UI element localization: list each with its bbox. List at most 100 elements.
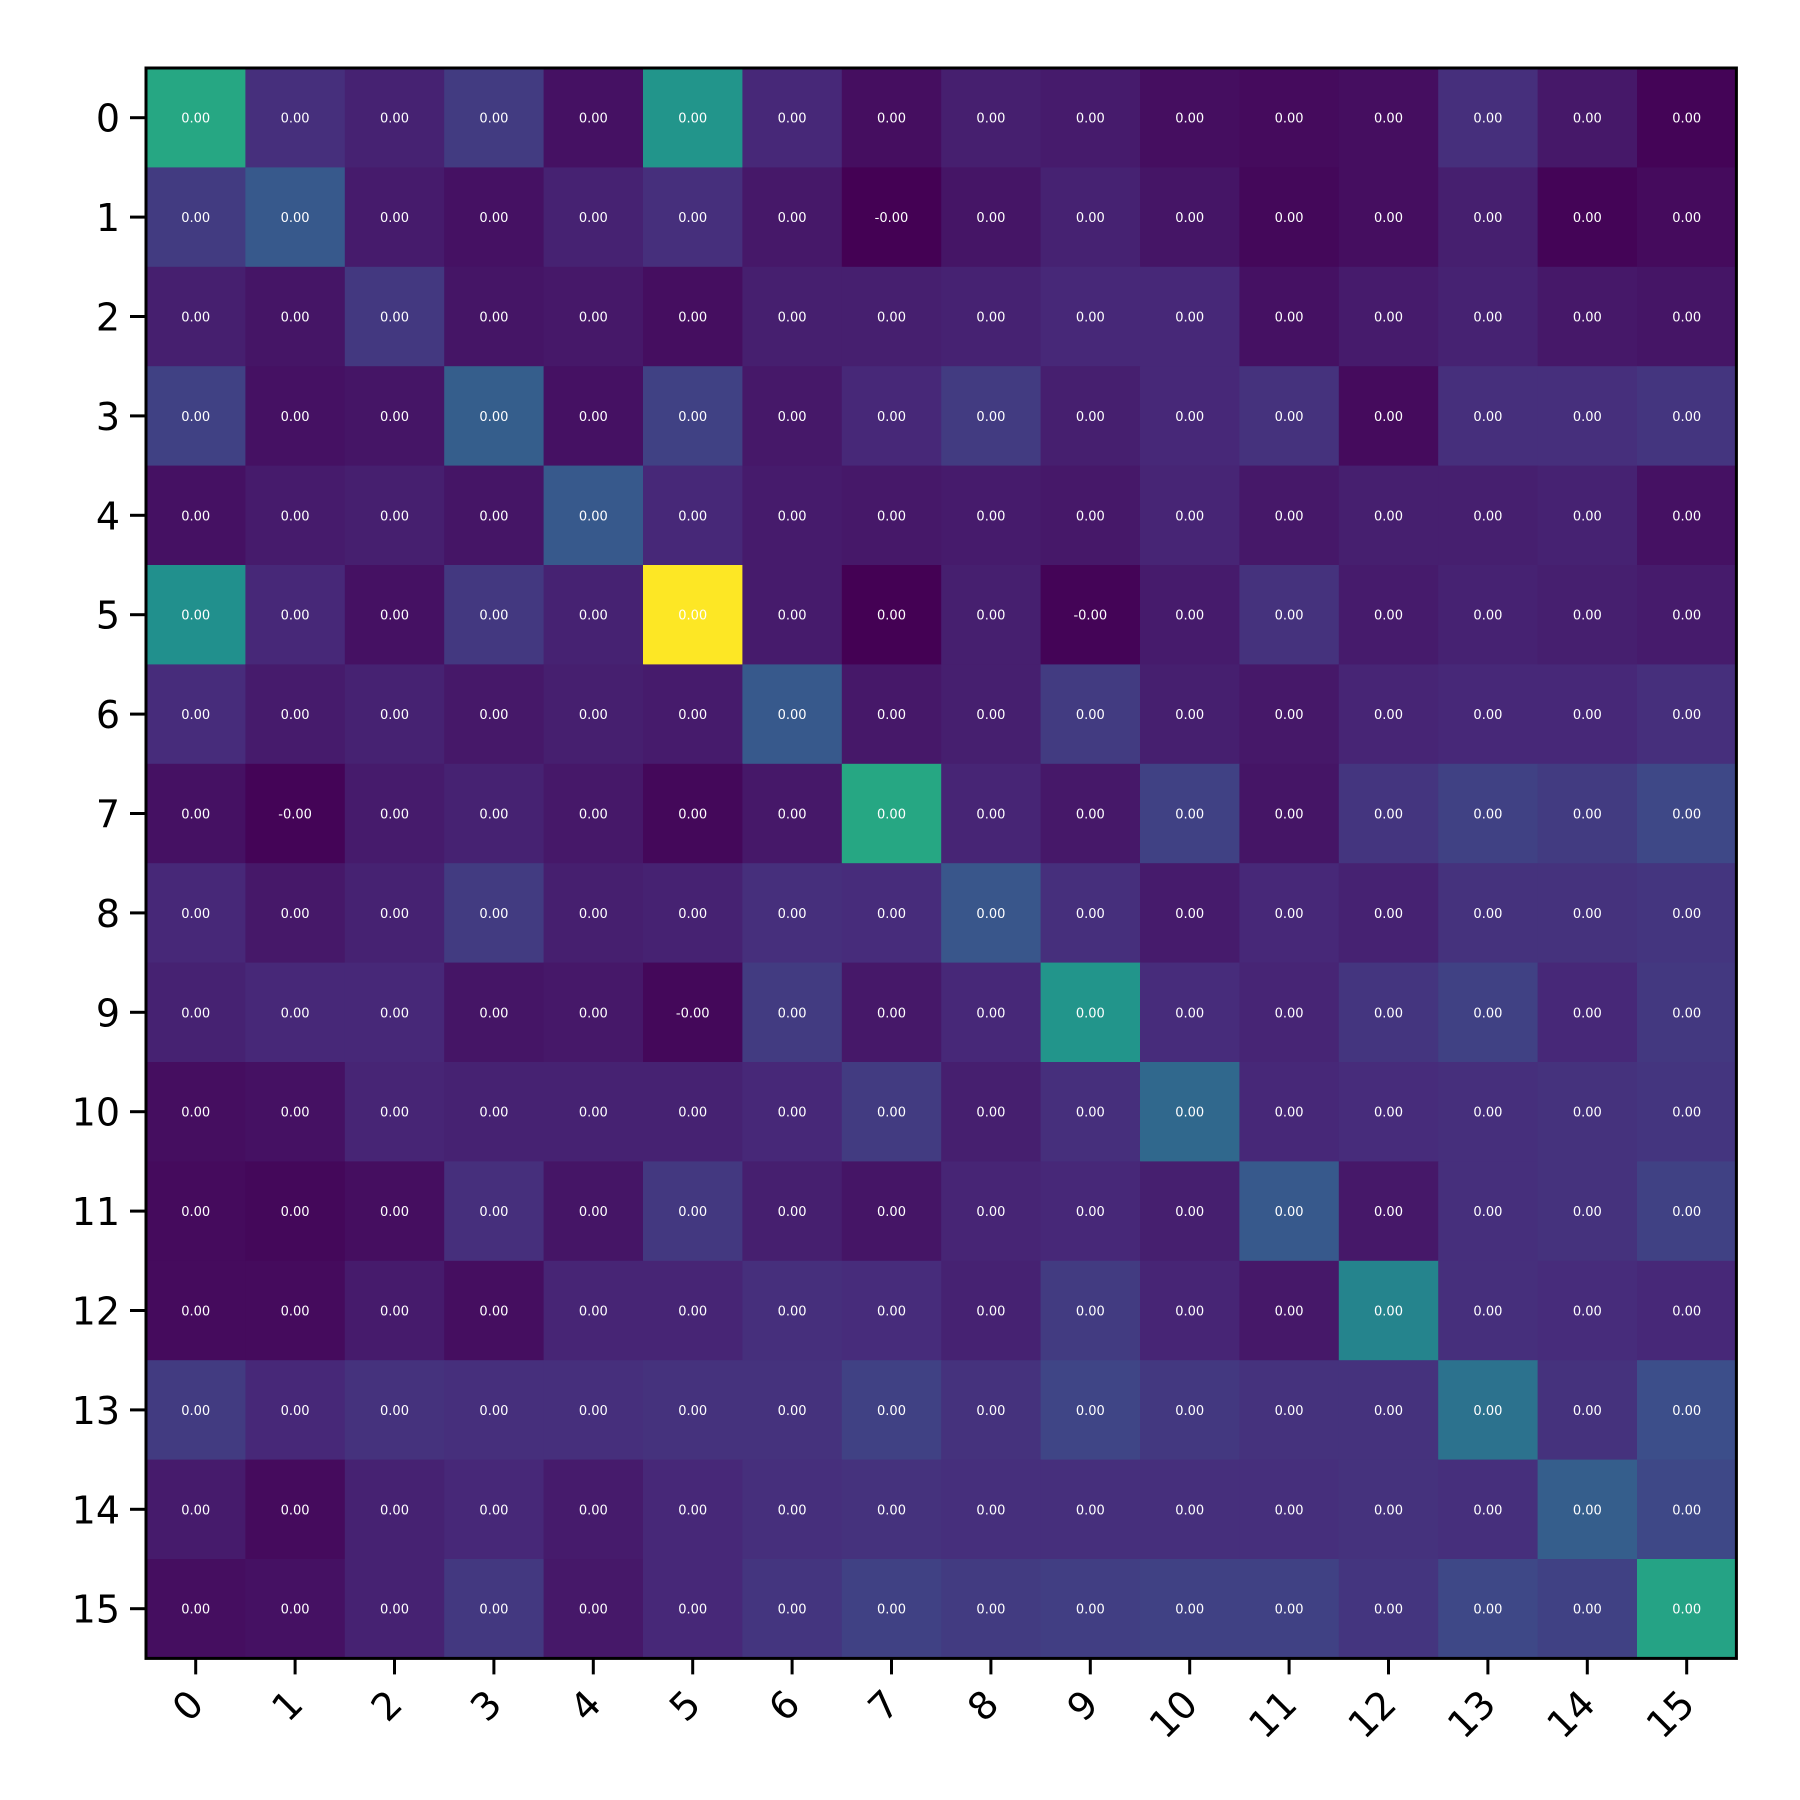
heatmap-cell-r7-c2 (344, 763, 445, 864)
heatmap-cell-r0-c7 (841, 68, 942, 168)
heatmap-cell-r12-c10 (1140, 1260, 1240, 1361)
heatmap-cell-r11-c15 (1637, 1161, 1737, 1262)
cell-value-r13-c5: 0.00 (678, 1404, 707, 1419)
cell-value-r5-c4: 0.00 (579, 609, 608, 624)
heatmap-cell-r14-c2 (344, 1459, 445, 1560)
cell-value-r13-c3: 0.00 (479, 1404, 508, 1419)
cell-value-r1-c9: 0.00 (1076, 211, 1105, 226)
cell-value-r8-c14: 0.00 (1573, 907, 1602, 922)
heatmap-cell-r14-c8 (941, 1459, 1042, 1560)
cell-value-r14-c8: 0.00 (976, 1503, 1005, 1518)
heatmap-cell-r15-c10 (1140, 1559, 1240, 1659)
cell-value-r6-c8: 0.00 (976, 708, 1005, 723)
cell-value-r5-c15: 0.00 (1672, 609, 1701, 624)
heatmap-cell-r15-c14 (1537, 1559, 1638, 1659)
heatmap-cell-r7-c3 (444, 763, 545, 864)
heatmap-cell-r10-c7 (841, 1062, 942, 1162)
cell-value-r6-c1: 0.00 (281, 708, 310, 723)
heatmap-cell-r2-c8 (941, 266, 1042, 367)
cell-value-r13-c15: 0.00 (1672, 1404, 1701, 1419)
heatmap-cell-r15-c6 (742, 1559, 843, 1659)
heatmap-cell-r6-c9 (1040, 664, 1141, 765)
heatmap-cell-r15-c3 (444, 1559, 545, 1659)
cell-value-r9-c13: 0.00 (1473, 1006, 1502, 1021)
heatmap-cell-r8-c11 (1239, 863, 1340, 964)
cell-value-r1-c3: 0.00 (479, 211, 508, 226)
heatmap-cell-r0-c6 (742, 68, 843, 168)
cell-value-r10-c5: 0.00 (678, 1106, 707, 1121)
heatmap-cell-r13-c2 (344, 1360, 445, 1461)
heatmap-cell-r15-c13 (1438, 1559, 1539, 1659)
heatmap-cell-r10-c4 (543, 1062, 644, 1162)
heatmap-cell-r13-c0 (146, 1360, 246, 1461)
heatmap-cell-r0-c1 (245, 68, 346, 168)
heatmap-cell-r11-c9 (1040, 1161, 1141, 1262)
cell-value-r13-c4: 0.00 (579, 1404, 608, 1419)
heatmap-cell-r6-c3 (444, 664, 545, 765)
x-tick-label-6: 6 (760, 1682, 808, 1730)
heatmap-cell-r5-c8 (941, 565, 1042, 665)
heatmap-cell-r10-c1 (245, 1062, 346, 1162)
y-tick-label-0: 0 (96, 97, 120, 141)
heatmap-cell-r12-c1 (245, 1260, 346, 1361)
cell-value-r1-c15: 0.00 (1672, 211, 1701, 226)
cell-value-r1-c10: 0.00 (1175, 211, 1204, 226)
heatmap-cell-r14-c10 (1140, 1459, 1240, 1560)
y-tick-label-1: 1 (96, 196, 120, 240)
heatmap-cell-r7-c14 (1537, 763, 1638, 864)
cell-value-r0-c11: 0.00 (1275, 112, 1304, 127)
heatmap-cell-r11-c6 (742, 1161, 843, 1262)
cell-value-r10-c11: 0.00 (1275, 1106, 1304, 1121)
cell-value-r10-c15: 0.00 (1672, 1106, 1701, 1121)
heatmap-cell-r0-c11 (1239, 68, 1340, 168)
cell-value-r6-c12: 0.00 (1374, 708, 1403, 723)
y-tick-label-5: 5 (96, 594, 120, 638)
heatmap-cell-r14-c5 (643, 1459, 743, 1560)
y-tick-label-4: 4 (96, 494, 120, 538)
heatmap-cell-labels: 0.00 0.00 0.00 0.00 0.00 0.00 0.00 0.00 0.00 0.00… (181, 112, 1701, 1618)
heatmap-cell-r8-c5 (643, 863, 743, 964)
cell-value-r14-c5: 0.00 (678, 1503, 707, 1518)
heatmap-cell-r6-c14 (1537, 664, 1638, 765)
heatmap-cell-r12-c4 (543, 1260, 644, 1361)
cell-value-r2-c9: 0.00 (1076, 311, 1105, 326)
heatmap-cell-r4-c15 (1637, 465, 1737, 566)
cell-value-r5-c9: -0.00 (1073, 609, 1107, 624)
cell-value-r15-c12: 0.00 (1374, 1603, 1403, 1618)
cell-value-r8-c7: 0.00 (877, 907, 906, 922)
heatmap-cell-r1-c6 (742, 167, 843, 268)
heatmap-cell-r5-c10 (1140, 565, 1240, 665)
cell-value-r4-c0: 0.00 (181, 509, 210, 524)
cell-value-r4-c7: 0.00 (877, 509, 906, 524)
heatmap-cell-r4-c10 (1140, 465, 1240, 566)
y-tick-label-9: 9 (96, 991, 120, 1035)
heatmap-cell-r3-c2 (344, 366, 445, 467)
cell-value-r2-c5: 0.00 (678, 311, 707, 326)
cell-value-r3-c15: 0.00 (1672, 410, 1701, 425)
heatmap-cell-r9-c4 (543, 962, 644, 1063)
cell-value-r0-c9: 0.00 (1076, 112, 1105, 127)
heatmap-cell-r8-c7 (841, 863, 942, 964)
cell-value-r13-c6: 0.00 (778, 1404, 807, 1419)
cell-value-r0-c1: 0.00 (281, 112, 310, 127)
cell-value-r5-c3: 0.00 (479, 609, 508, 624)
heatmap-cell-r4-c6 (742, 465, 843, 566)
heatmap-cell-r1-c14 (1537, 167, 1638, 268)
cell-value-r4-c14: 0.00 (1573, 509, 1602, 524)
cell-value-r15-c1: 0.00 (281, 1603, 310, 1618)
cell-value-r3-c9: 0.00 (1076, 410, 1105, 425)
cell-value-r4-c9: 0.00 (1076, 509, 1105, 524)
y-tick-label-13: 13 (72, 1389, 120, 1433)
cell-value-r4-c5: 0.00 (678, 509, 707, 524)
cell-value-r11-c0: 0.00 (181, 1205, 210, 1220)
heatmap-cell-r11-c0 (146, 1161, 246, 1262)
cell-value-r5-c10: 0.00 (1175, 609, 1204, 624)
cell-value-r3-c13: 0.00 (1473, 410, 1502, 425)
cell-value-r14-c1: 0.00 (281, 1503, 310, 1518)
cell-value-r9-c1: 0.00 (281, 1006, 310, 1021)
heatmap-cell-r13-c12 (1338, 1360, 1439, 1461)
cell-value-r2-c1: 0.00 (281, 311, 310, 326)
cell-value-r4-c10: 0.00 (1175, 509, 1204, 524)
heatmap-cell-r15-c7 (841, 1559, 942, 1659)
cell-value-r8-c9: 0.00 (1076, 907, 1105, 922)
